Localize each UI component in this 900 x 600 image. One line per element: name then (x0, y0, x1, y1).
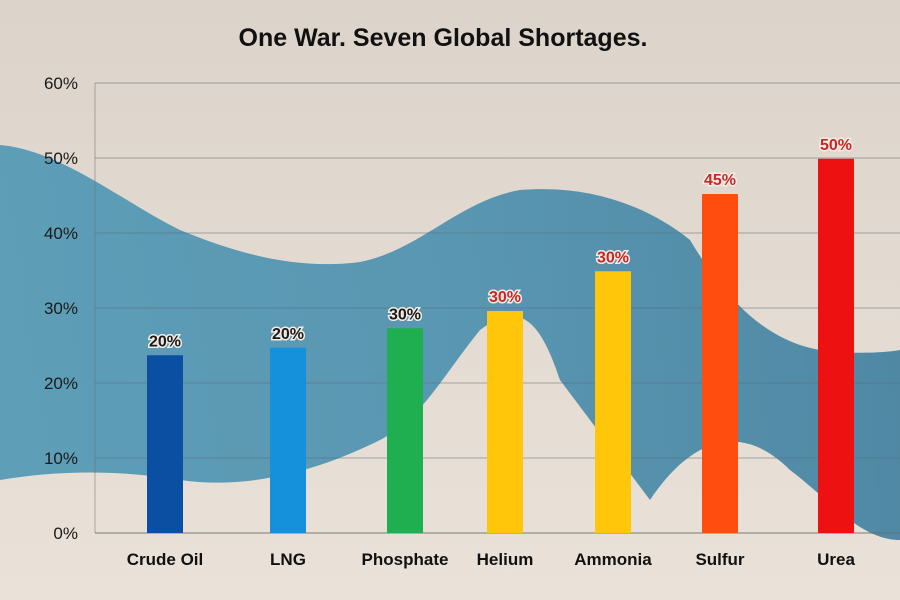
x-axis-categories: Crude Oil LNG Phosphate Helium Ammonia Sulfur… (127, 550, 856, 569)
chart-title: One War. Seven Global Shortages. (239, 24, 648, 52)
bars (147, 158, 854, 533)
bar-crude-oil (147, 355, 183, 533)
y-tick-label: 50% (44, 149, 78, 168)
y-tick-label: 60% (44, 74, 78, 93)
data-label: 20% (272, 326, 304, 343)
x-category-label: Crude Oil (127, 550, 204, 569)
x-category-label: LNG (270, 550, 306, 569)
y-tick-label: 30% (44, 299, 78, 318)
data-label: 30% (597, 249, 629, 266)
bar-helium (487, 311, 523, 533)
data-label: 20% (149, 333, 181, 350)
data-label: 30% (389, 306, 421, 323)
bar-ammonia (595, 271, 631, 533)
y-tick-label: 0% (53, 524, 78, 543)
bar-phosphate (387, 328, 423, 533)
x-category-label: Phosphate (362, 550, 449, 569)
bar-urea (818, 158, 854, 533)
y-tick-label: 40% (44, 224, 78, 243)
y-tick-label: 10% (44, 449, 78, 468)
data-label: 45% (704, 172, 736, 189)
y-axis-ticks: 0% 10% 20% 30% 40% 50% 60% (44, 74, 78, 543)
data-label: 30% (489, 289, 521, 306)
bar-lng (270, 347, 306, 533)
data-labels: 20% 20% 30% 30% 30% 45% 50% (147, 135, 853, 352)
bar-sulfur (702, 194, 738, 533)
x-category-label: Urea (817, 550, 855, 569)
y-tick-label: 20% (44, 374, 78, 393)
data-label: 50% (820, 137, 852, 154)
x-category-label: Sulfur (695, 550, 744, 569)
x-category-label: Ammonia (574, 550, 652, 569)
x-category-label: Helium (477, 550, 534, 569)
